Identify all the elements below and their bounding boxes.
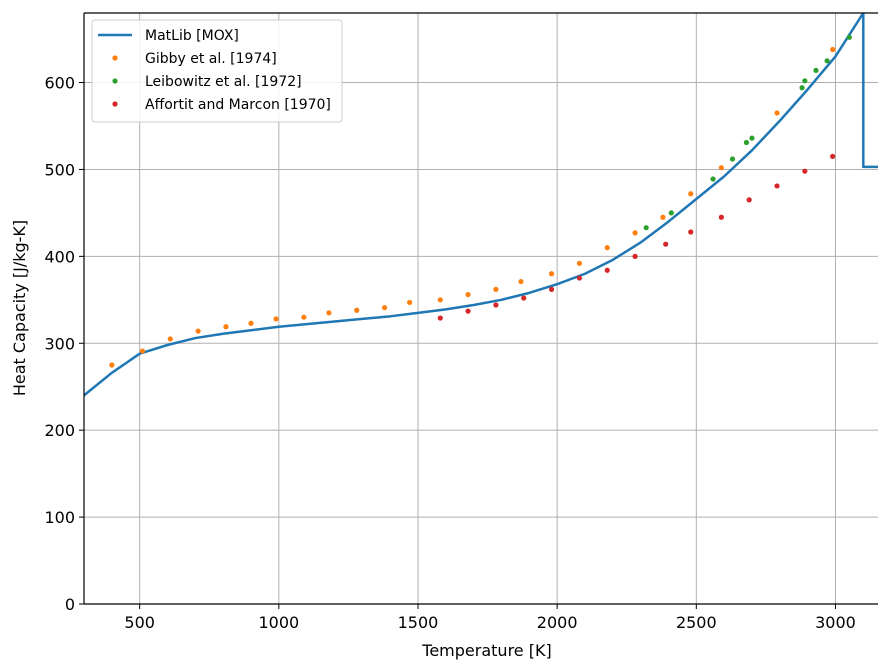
- data-point: [548, 286, 555, 292]
- data-point: [799, 85, 805, 91]
- data-point: [354, 307, 360, 313]
- data-point: [109, 362, 115, 368]
- data-point: [746, 197, 752, 203]
- data-point: [195, 328, 201, 334]
- y-tick-label: 400: [44, 247, 75, 266]
- data-point: [749, 135, 755, 141]
- x-axis-label: Temperature [K]: [421, 641, 551, 660]
- legend-entry-leibowitz: Leibowitz et al. [1972]: [145, 74, 302, 90]
- x-tick-label: 3000: [815, 613, 856, 632]
- data-point: [688, 191, 694, 197]
- data-point: [688, 229, 694, 235]
- data-point: [663, 241, 669, 247]
- data-point: [493, 302, 499, 308]
- data-point: [139, 348, 146, 354]
- legend-entry-matlib: MatLib [MOX]: [145, 28, 239, 44]
- data-point: [830, 46, 836, 53]
- data-point: [223, 324, 229, 330]
- data-point: [774, 183, 780, 189]
- data-point: [718, 165, 724, 171]
- data-point: [643, 225, 649, 231]
- data-point: [437, 315, 443, 321]
- data-point: [576, 260, 583, 266]
- data-point: [774, 110, 780, 116]
- y-tick-label: 0: [65, 595, 75, 614]
- data-point: [604, 267, 610, 273]
- legend-dot-swatch: [112, 101, 118, 107]
- data-point: [632, 253, 638, 259]
- data-point: [407, 299, 413, 306]
- data-point: [802, 78, 808, 84]
- data-point: [729, 156, 736, 162]
- legend-entry-affortit: Affortit and Marcon [1970]: [145, 97, 331, 113]
- data-point: [718, 214, 724, 220]
- y-tick-label: 200: [44, 421, 75, 440]
- data-point: [465, 291, 471, 298]
- data-point: [632, 230, 638, 236]
- data-point: [743, 139, 750, 146]
- data-point: [167, 336, 173, 342]
- axes: [83, 12, 878, 605]
- y-axis-label: Heat Capacity [J/kg-K]: [10, 220, 29, 396]
- x-tick-label: 500: [124, 613, 155, 632]
- data-point: [824, 58, 830, 64]
- legend: MatLib [MOX] Gibby et al. [1974] Leibowi…: [91, 19, 343, 123]
- data-point: [576, 275, 583, 281]
- data-point: [273, 316, 279, 322]
- x-ticks: 500 1000 1500 2000 2500 3000: [124, 604, 856, 632]
- data-point: [604, 245, 610, 251]
- data-point: [846, 34, 852, 40]
- series-line-matlib: [84, 13, 878, 397]
- data-point: [326, 310, 332, 316]
- data-point: [381, 305, 388, 311]
- data-point: [248, 320, 254, 326]
- data-point: [521, 295, 527, 301]
- legend-dot-swatch: [112, 78, 118, 84]
- data-point: [660, 214, 666, 220]
- y-tick-label: 300: [44, 334, 75, 353]
- data-point: [710, 176, 716, 182]
- legend-entry-gibby: Gibby et al. [1974]: [145, 51, 277, 67]
- data-point: [813, 67, 819, 73]
- y-tick-label: 500: [44, 160, 75, 179]
- legend-dot-swatch: [112, 55, 118, 61]
- series-layer: [84, 13, 878, 397]
- y-ticks: 0 100 200 300 400 500 600: [44, 74, 84, 614]
- y-tick-label: 100: [44, 508, 75, 527]
- legend-box: [91, 19, 343, 123]
- x-tick-label: 2000: [537, 613, 578, 632]
- x-tick-label: 1000: [258, 613, 299, 632]
- data-point: [465, 308, 471, 314]
- data-point: [437, 297, 443, 303]
- data-point: [548, 271, 555, 277]
- data-point: [668, 210, 674, 216]
- data-point: [518, 278, 524, 285]
- x-tick-label: 1500: [398, 613, 439, 632]
- data-point: [830, 153, 836, 160]
- data-point: [493, 286, 499, 292]
- y-tick-label: 600: [44, 74, 75, 93]
- data-point: [301, 314, 307, 320]
- x-tick-label: 2500: [676, 613, 717, 632]
- data-point: [802, 168, 808, 174]
